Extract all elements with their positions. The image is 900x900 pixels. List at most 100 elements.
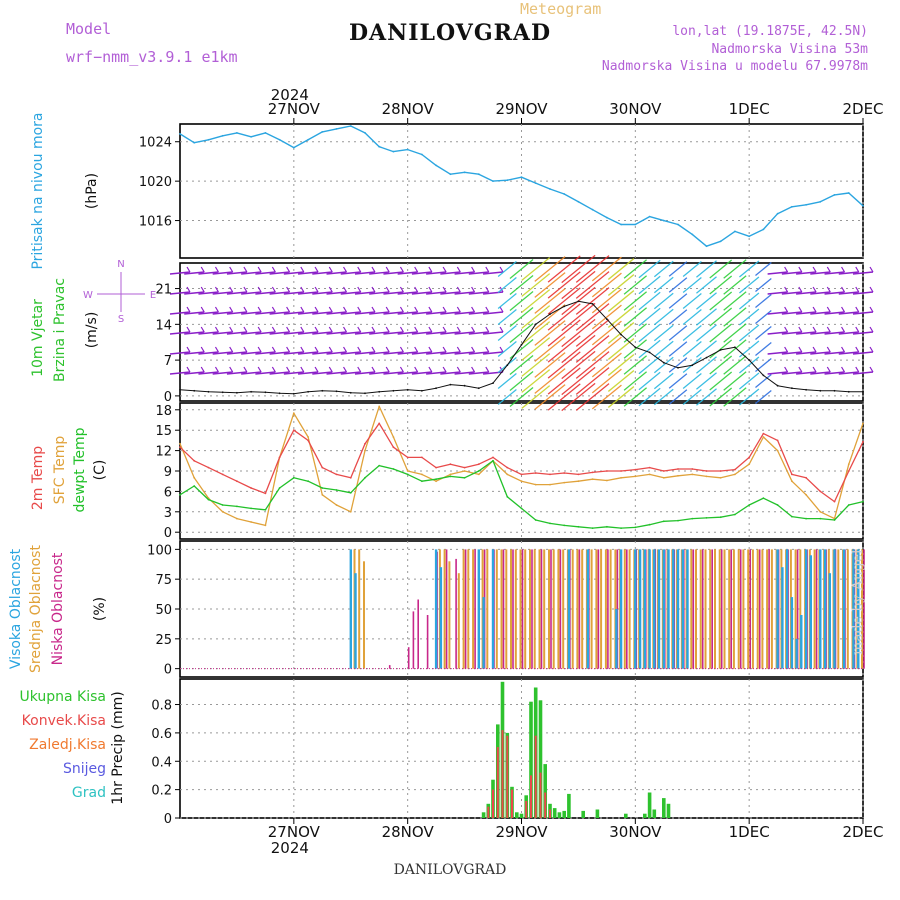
t2m-line-point [534, 472, 537, 474]
wind-barb-flag [414, 326, 419, 333]
cloud-bar-2 [559, 549, 562, 669]
wind-barb [547, 271, 581, 299]
wind-barb [638, 275, 661, 295]
wind-barb [383, 331, 404, 335]
wind-barb-flag [784, 286, 789, 293]
dewpoint-line-point [819, 517, 822, 520]
wind-barb [184, 291, 205, 295]
wind-barb-flag [456, 286, 461, 293]
cloud-ytick-label: 0 [164, 663, 172, 678]
cloud-bar-1 [704, 549, 707, 669]
wind-barb [668, 341, 688, 357]
wind-barb [169, 331, 191, 335]
wind-barb-flag [371, 266, 376, 273]
dewpoint-line-point [677, 519, 679, 522]
wind-barb-flag [812, 286, 817, 293]
wind-barb [226, 351, 247, 355]
wind-speed-line-point [492, 382, 494, 384]
dewpoint-line-point [321, 487, 324, 489]
wind-barb-flag [442, 326, 447, 333]
wind-barb [852, 371, 874, 375]
wind-barb [397, 371, 418, 375]
cloud-axis-title-1: Visoka Oblacnost [8, 548, 24, 669]
wind-barb [411, 271, 432, 275]
cloud-bar-1 [837, 549, 840, 669]
cloud-bar-0 [638, 549, 642, 669]
wind-barb [454, 291, 475, 295]
wind-barb [607, 258, 635, 280]
wind-speed-line-point [819, 389, 822, 392]
wind-barb [521, 273, 551, 297]
wind-barb [767, 371, 788, 375]
pressure-line-point [534, 182, 537, 185]
wind-speed-line-point [335, 390, 338, 393]
wind-barb [561, 302, 596, 332]
pressure-line-point [321, 131, 324, 133]
sfc-temp-line-point [791, 480, 793, 483]
wind-barb-flag [257, 346, 262, 353]
cloud-bar-0 [586, 549, 590, 669]
top-date-label: 29NOV [495, 100, 548, 118]
wind-barb-flag [243, 326, 248, 333]
precip-bar-0 [595, 809, 600, 818]
wind-barb [269, 291, 290, 295]
wind-barb-flag [826, 286, 831, 293]
cloud-bar-0 [648, 549, 651, 669]
wind-barb [682, 309, 702, 325]
wind-barb [184, 311, 205, 315]
wind-barb-flag [442, 286, 447, 293]
dewpoint-line-point [292, 476, 295, 479]
data-layer [169, 125, 874, 818]
wind-barb-flag [812, 346, 817, 353]
wind-barb-flag [442, 366, 447, 373]
wind-barb [739, 276, 760, 294]
wind-barb-flag [841, 286, 846, 293]
cloud-bar-0 [819, 549, 822, 669]
wind-barb [426, 311, 447, 315]
bottom-date-label: 27NOV [268, 823, 321, 841]
wind-barb-flag [286, 326, 291, 333]
cloud-bar-1 [581, 549, 584, 669]
wind-barb [297, 351, 319, 355]
wind-barb [312, 311, 333, 315]
precip-bar-1 [525, 801, 528, 818]
wind-barb-flag [271, 366, 276, 373]
t2m-line-point [634, 468, 637, 471]
wind-barb [426, 271, 447, 275]
wind-barb-flag [784, 346, 789, 353]
sfc-temp-line-point [421, 473, 423, 476]
wind-barb [169, 291, 191, 295]
cloud-bar-0 [491, 549, 495, 669]
wind-barb-flag [841, 346, 846, 353]
wind-speed-line-point [449, 383, 452, 386]
sfc-temp-line-point [677, 474, 679, 477]
wind-barb [653, 324, 674, 342]
wind-barb [696, 324, 717, 342]
wind-barb [212, 371, 233, 375]
wind-barb-flag [399, 266, 404, 273]
cloud-bar-1 [714, 549, 716, 669]
wind-barb-flag [471, 366, 476, 373]
precip-bar-1 [501, 730, 504, 818]
wind-barb [369, 291, 390, 295]
wind-barb [509, 387, 534, 407]
wind-barb [269, 331, 290, 335]
sfc-temp-line-point [662, 476, 665, 479]
wind-barb [297, 291, 319, 295]
wind-barb [638, 387, 661, 407]
wind-barb [369, 351, 390, 355]
cloud-bar-2 [445, 549, 448, 669]
cloud-bar-2 [417, 599, 419, 669]
wind-barb [767, 291, 788, 295]
wind-barb [454, 331, 475, 335]
wind-barb-flag [314, 306, 319, 313]
wind-barb-flag [812, 306, 817, 313]
wind-barb [668, 389, 688, 405]
wind-barb [397, 311, 418, 315]
wind-barb [340, 371, 361, 375]
wind-barb [739, 388, 760, 406]
dewpoint-line-point [477, 470, 480, 472]
wind-barb [397, 271, 418, 275]
wind-barb [838, 351, 859, 355]
wind-speed-line-point [221, 391, 224, 394]
